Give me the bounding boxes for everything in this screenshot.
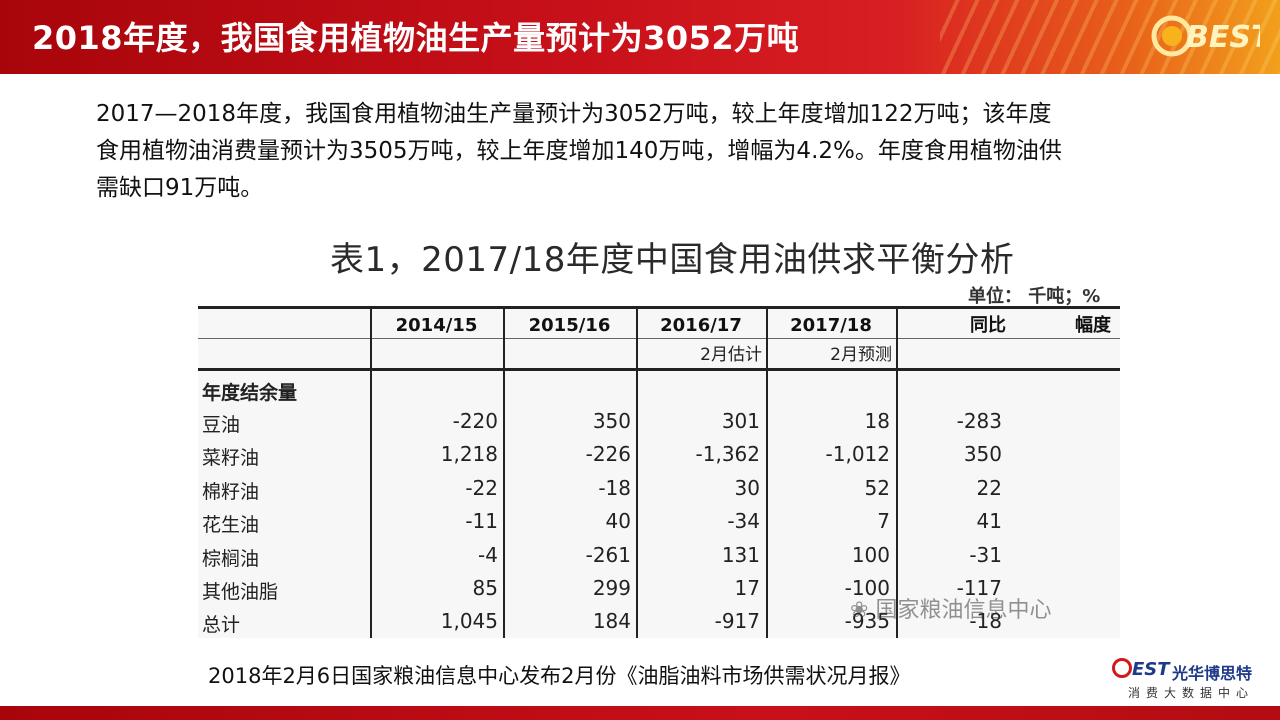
- row-label: 棕榈油: [202, 548, 260, 570]
- table-rule-top: [198, 306, 1120, 309]
- table-cell: -22: [465, 476, 498, 500]
- row-label: 花生油: [202, 514, 260, 536]
- brand-est: EST: [1132, 659, 1170, 680]
- source-note: 2018年2月6日国家粮油信息中心发布2月份《油脂油料市场供需状况月报》: [208, 664, 911, 688]
- table-col-divider: [636, 306, 638, 638]
- bottom-bar: [0, 706, 1280, 720]
- brand-circle-icon: [1112, 658, 1132, 678]
- table-rule-subheader: [198, 368, 1120, 371]
- column-header: 2017/18: [790, 315, 872, 336]
- row-label: 棉籽油: [202, 481, 260, 503]
- brand-subtitle: 消费大数据中心: [1128, 686, 1255, 700]
- table-cell: -11: [465, 509, 498, 533]
- table-rule-header: [198, 338, 1120, 339]
- table-cell: -220: [452, 409, 498, 433]
- row-label: 其他油脂: [202, 581, 279, 603]
- table-cell: 52: [864, 476, 890, 500]
- column-header: 同比: [970, 315, 1006, 336]
- banner-rays-decoration: [940, 0, 1280, 74]
- table-cell: 22: [976, 476, 1002, 500]
- page-title: 2018年度，我国食用植物油生产量预计为3052万吨: [32, 19, 800, 57]
- row-label: 菜籽油: [202, 447, 260, 469]
- paragraph-line: 2017—2018年度，我国食用植物油生产量预计为3052万吨，较上年度增加12…: [96, 101, 1052, 127]
- table-cell: 100: [851, 543, 890, 567]
- brand-logo: EST 光华博思特 消费大数据中心: [1112, 658, 1272, 702]
- column-header: 2015/16: [528, 315, 611, 336]
- table-cell: 40: [605, 509, 631, 533]
- table-title: 表1，2017/18年度中国食用油供求平衡分析: [330, 240, 1015, 280]
- logo-text: BEST: [1186, 20, 1260, 55]
- summary-paragraph: 2017—2018年度，我国食用植物油生产量预计为3052万吨，较上年度增加12…: [96, 96, 1206, 207]
- table-cell: 1,218: [440, 442, 498, 466]
- table-cell: -18: [969, 609, 1002, 633]
- paragraph-line: 食用植物油消费量预计为3505万吨，较上年度增加140万吨，增幅为4.2%。年度…: [96, 138, 1062, 164]
- table-cell: 85: [472, 576, 498, 600]
- table-cell: 299: [592, 576, 631, 600]
- watermark-text: 国家粮油信息中心: [875, 598, 1052, 623]
- table-col-divider: [370, 306, 372, 638]
- table-cell: 131: [721, 543, 760, 567]
- table-col-divider: [503, 306, 505, 638]
- table-cell: -1,362: [695, 442, 760, 466]
- table-cell: -917: [714, 609, 760, 633]
- column-subheader: 2月估计: [700, 345, 762, 365]
- table-cell: -18: [598, 476, 631, 500]
- table-cell: 41: [976, 509, 1002, 533]
- table-cell: 301: [721, 409, 760, 433]
- table-cell: 30: [734, 476, 760, 500]
- table-cell: -226: [585, 442, 631, 466]
- supply-demand-table: 2014/15 2015/16 2016/17 2017/18 同比 幅度 2月…: [198, 306, 1120, 638]
- table-cell: -283: [956, 409, 1002, 433]
- table-cell: 350: [963, 442, 1002, 466]
- table-cell: -261: [585, 543, 631, 567]
- column-header: 2016/17: [660, 315, 742, 336]
- watermark: ❀ 国家粮油信息中心: [850, 592, 1051, 624]
- title-banner: 2018年度，我国食用植物油生产量预计为3052万吨 BEST: [0, 0, 1280, 74]
- table-cell: -34: [727, 509, 760, 533]
- best-logo-icon: BEST: [1151, 15, 1260, 57]
- table-cell: 184: [592, 609, 631, 633]
- wechat-icon: ❀: [850, 598, 876, 623]
- table-cell: -117: [956, 576, 1002, 600]
- table-unit: 单位： 千吨；%: [968, 286, 1101, 307]
- column-header: 幅度: [1075, 315, 1111, 336]
- row-label: 总计: [202, 614, 241, 636]
- column-header: 2014/15: [395, 315, 478, 336]
- column-subheader: 2月预测: [830, 345, 892, 365]
- row-label: 豆油: [202, 414, 241, 436]
- section-label: 年度结余量: [202, 382, 298, 404]
- table-col-divider: [896, 306, 898, 638]
- paragraph-line: 需缺口91万吨。: [96, 175, 264, 201]
- table-cell: 18: [864, 409, 890, 433]
- table-col-divider: [766, 306, 768, 638]
- table-cell: -4: [478, 543, 498, 567]
- table-cell: -100: [844, 576, 890, 600]
- brand-name: 光华博思特: [1172, 664, 1253, 683]
- table-cell: -1,012: [825, 442, 890, 466]
- table-cell: -31: [969, 543, 1002, 567]
- table-cell: 1,045: [440, 609, 498, 633]
- table-cell: 350: [592, 409, 631, 433]
- table-cell: 17: [734, 576, 760, 600]
- table-cell: 7: [877, 509, 890, 533]
- table-cell: -935: [844, 609, 890, 633]
